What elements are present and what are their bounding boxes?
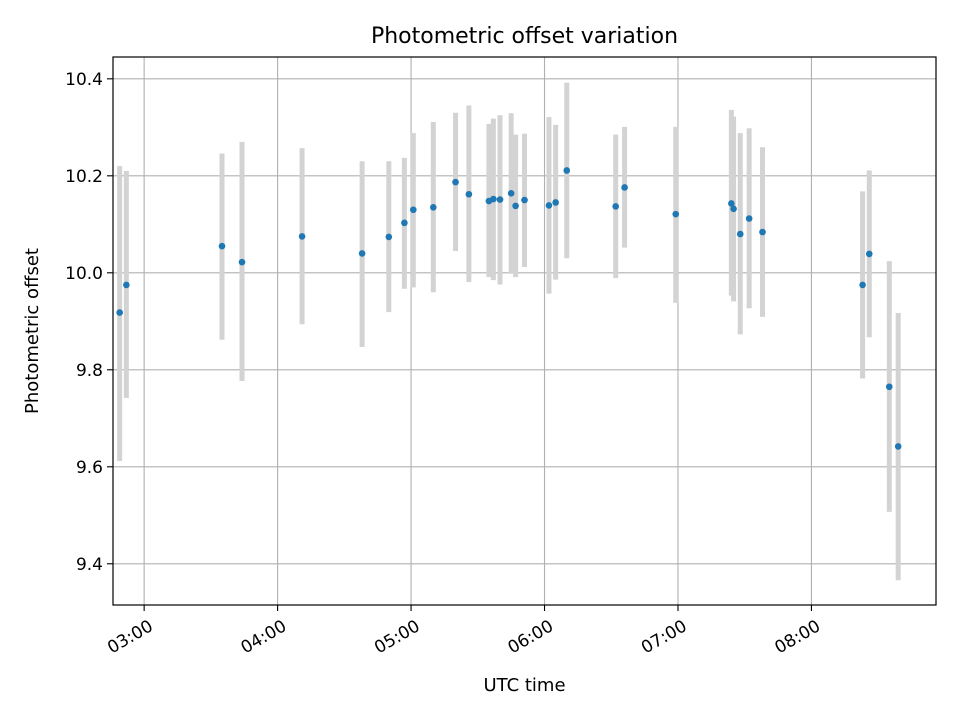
data-point <box>730 205 737 213</box>
data-point <box>238 258 246 266</box>
data-point <box>116 309 123 316</box>
data-point <box>490 195 497 203</box>
data-point <box>545 202 553 209</box>
y-tick-label: 10.2 <box>65 167 103 187</box>
data-point <box>885 383 893 391</box>
data-point <box>621 184 628 191</box>
data-point <box>465 190 473 198</box>
data-point <box>409 206 417 214</box>
chart-title: Photometric offset variation <box>371 24 678 49</box>
data-point <box>358 250 366 257</box>
data-point <box>218 242 226 250</box>
data-point <box>430 204 437 211</box>
data-point <box>385 233 393 241</box>
data-point <box>496 196 504 203</box>
data-point <box>563 167 571 174</box>
x-axis-label: UTC time <box>483 675 565 696</box>
y-tick-label: 9.4 <box>76 555 103 575</box>
data-point <box>298 233 306 240</box>
data-point <box>736 230 744 238</box>
y-axis-ticks: 9.4 9.6 9.8 10.0 10.2 10.4 <box>65 70 113 575</box>
data-point <box>728 200 735 207</box>
data-point <box>521 196 528 204</box>
data-point <box>401 219 408 227</box>
y-axis-label: Photometric offset <box>22 248 43 414</box>
data-point <box>123 281 130 289</box>
data-point <box>894 443 902 450</box>
data-points <box>116 167 902 450</box>
data-point <box>759 228 766 236</box>
data-point <box>672 210 680 218</box>
plot-frame <box>112 56 937 606</box>
data-point <box>745 215 753 222</box>
data-point <box>859 281 866 289</box>
data-point <box>507 189 515 197</box>
data-point <box>512 202 519 210</box>
data-point <box>452 178 459 186</box>
data-point <box>552 199 559 206</box>
data-point <box>612 203 619 210</box>
y-tick-label: 10.0 <box>65 264 103 284</box>
y-tick-label: 10.4 <box>65 70 103 90</box>
y-tick-label: 9.6 <box>76 458 103 478</box>
data-point <box>865 250 873 258</box>
y-tick-label: 9.8 <box>76 361 103 381</box>
